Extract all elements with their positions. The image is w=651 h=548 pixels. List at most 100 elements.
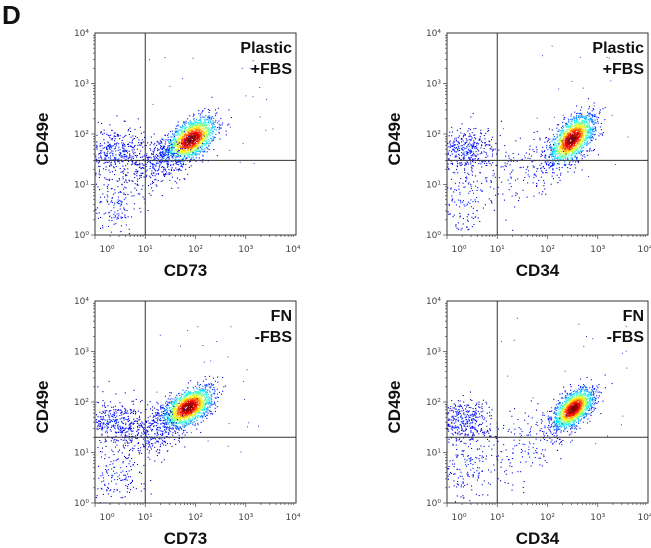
event-dot	[156, 401, 158, 403]
event-dot	[188, 132, 190, 134]
event-dot	[101, 201, 103, 203]
event-dot	[125, 179, 127, 181]
event-dot	[457, 163, 459, 165]
event-dot	[205, 131, 207, 133]
event-dot	[191, 147, 193, 149]
event-dot	[220, 117, 222, 119]
event-dot	[584, 127, 586, 129]
event-dot	[183, 144, 185, 146]
event-dot	[201, 146, 203, 148]
event-dot	[548, 165, 550, 167]
event-dot	[182, 132, 184, 134]
event-dot	[127, 158, 129, 160]
event-dot	[203, 133, 205, 135]
event-dot	[566, 157, 568, 159]
event-dot	[191, 153, 193, 155]
event-dot	[574, 153, 576, 155]
event-dot	[487, 128, 489, 130]
event-dot	[96, 145, 98, 147]
event-dot	[462, 223, 464, 225]
event-dot	[579, 142, 581, 144]
event-dot	[466, 219, 468, 221]
event-dot	[165, 148, 167, 150]
event-dot	[228, 123, 230, 125]
event-dot	[175, 128, 177, 130]
event-dot	[194, 139, 196, 141]
event-dot	[571, 129, 573, 131]
event-dot	[573, 116, 575, 118]
event-dot	[549, 138, 551, 140]
event-dot	[570, 149, 572, 151]
event-dot	[559, 137, 561, 139]
event-dot	[477, 158, 479, 160]
event-dot	[606, 56, 608, 58]
event-dot	[566, 148, 568, 150]
event-dot	[127, 143, 129, 145]
event-dot	[177, 147, 179, 149]
event-dot	[492, 162, 494, 164]
event-dot	[195, 153, 197, 155]
event-dot	[564, 164, 566, 166]
event-dot	[140, 173, 142, 175]
event-dot	[574, 137, 576, 139]
event-dot	[577, 134, 579, 136]
event-dot	[188, 134, 190, 136]
event-dot	[536, 168, 538, 170]
event-dot	[149, 156, 151, 158]
event-dot	[189, 123, 191, 125]
event-dot	[485, 132, 487, 134]
event-dot	[462, 218, 464, 220]
event-dot	[183, 159, 185, 161]
event-dot	[577, 134, 579, 136]
event-dot	[459, 216, 461, 218]
event-dot	[576, 129, 578, 131]
event-dot	[136, 148, 138, 150]
event-dot	[452, 171, 454, 173]
event-dot	[583, 127, 585, 129]
event-dot	[573, 138, 575, 140]
event-dot	[588, 176, 590, 177]
event-dot	[588, 150, 590, 152]
event-dot	[160, 161, 162, 163]
event-dot	[199, 146, 201, 148]
event-dot	[134, 154, 136, 156]
event-dot	[190, 153, 192, 155]
event-dot	[463, 151, 465, 153]
event-dot	[481, 160, 483, 162]
event-dot	[183, 162, 185, 164]
event-dot	[173, 135, 175, 137]
event-dot	[160, 154, 162, 156]
condition-label: Plastic	[240, 40, 292, 57]
event-dot	[495, 143, 497, 145]
event-dot	[152, 150, 154, 152]
event-dot	[107, 134, 109, 136]
event-dot	[569, 135, 571, 137]
event-dot	[551, 156, 553, 158]
event-dot	[201, 143, 203, 145]
event-dot	[113, 132, 115, 134]
condition-label: +FBS	[603, 61, 645, 78]
event-dot	[114, 174, 116, 176]
event-dot	[113, 136, 115, 138]
event-dot	[166, 163, 168, 165]
event-dot	[194, 153, 196, 155]
event-dot	[203, 131, 205, 133]
event-dot	[106, 133, 108, 135]
event-dot	[120, 153, 122, 155]
event-dot	[592, 121, 594, 123]
event-dot	[171, 167, 173, 169]
event-dot	[580, 127, 582, 129]
event-dot	[480, 163, 482, 165]
event-dot	[202, 154, 204, 156]
event-dot	[197, 388, 199, 390]
event-dot	[585, 127, 587, 129]
event-dot	[168, 148, 170, 150]
event-dot	[174, 180, 176, 182]
event-dot	[204, 397, 206, 399]
event-dot	[184, 134, 186, 136]
event-dot	[555, 148, 557, 150]
event-dot	[129, 141, 131, 143]
event-dot	[570, 145, 572, 147]
event-dot	[117, 202, 119, 204]
